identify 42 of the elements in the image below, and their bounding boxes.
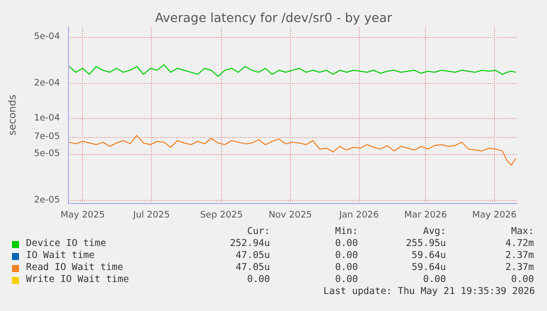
legend-label: Device IO time bbox=[25, 238, 108, 250]
x-tick-label: May 2025 bbox=[60, 210, 105, 220]
text: 59.64u bbox=[410, 250, 446, 262]
text: 255.95u bbox=[404, 238, 446, 250]
line-series bbox=[68, 64, 516, 77]
y-tick-label: 2e-05 bbox=[34, 195, 60, 206]
x-tick-label: Jul 2025 bbox=[132, 210, 170, 220]
text: Avg: bbox=[422, 226, 446, 238]
x-tick-label: May 2026 bbox=[472, 210, 517, 220]
text: Cur: bbox=[246, 226, 270, 238]
legend-label: Read IO Wait time bbox=[25, 262, 124, 274]
text: 2.37m bbox=[504, 250, 534, 262]
text: 0.00 bbox=[334, 262, 358, 274]
text: Min: bbox=[334, 226, 358, 238]
y-axis-title: seconds bbox=[8, 94, 18, 136]
y-tick-label: 1e-04 bbox=[34, 114, 60, 124]
text: 0.00 bbox=[334, 274, 358, 286]
legend-label: Write IO Wait time bbox=[25, 274, 130, 286]
x-tick-label: Jan 2026 bbox=[338, 210, 380, 220]
x-tick-label: Mar 2026 bbox=[404, 210, 448, 220]
text: 252.94u bbox=[228, 238, 270, 250]
text: 0.00 bbox=[334, 238, 358, 250]
text: Max: bbox=[510, 226, 534, 238]
text: 0.00 bbox=[510, 274, 534, 286]
text: 4.72m bbox=[504, 238, 534, 250]
y-tick-label: 2e-04 bbox=[34, 78, 60, 89]
y-tick-label: 7e-05 bbox=[34, 132, 60, 142]
line-series bbox=[68, 134, 516, 166]
text: 0.00 bbox=[422, 274, 446, 286]
text: 47.05u bbox=[234, 250, 270, 262]
text: 47.05u bbox=[234, 262, 270, 274]
legend-label: IO Wait time bbox=[25, 250, 96, 262]
x-tick-label: Sep 2025 bbox=[200, 210, 243, 220]
text: 59.64u bbox=[410, 262, 446, 274]
text: 0.00 bbox=[334, 250, 358, 262]
y-tick-label: 5e-04 bbox=[34, 32, 60, 42]
text: 2.37m bbox=[504, 262, 534, 274]
x-tick-label: Nov 2025 bbox=[268, 210, 312, 220]
y-tick-label: 5e-05 bbox=[34, 148, 60, 159]
chart-title: Average latency for /dev/sr0 - by year bbox=[154, 10, 393, 25]
text: Last update: Thu May 21 19:35:39 2026 bbox=[322, 286, 536, 298]
text: 0.00 bbox=[246, 274, 270, 286]
